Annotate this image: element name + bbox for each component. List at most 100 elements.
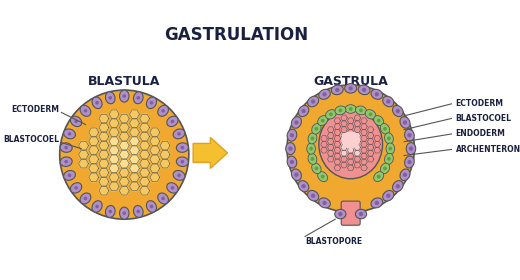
Polygon shape: [140, 178, 150, 186]
FancyArrow shape: [193, 137, 228, 168]
Polygon shape: [334, 130, 341, 135]
Ellipse shape: [70, 183, 82, 193]
Polygon shape: [129, 137, 139, 146]
Polygon shape: [361, 159, 367, 165]
Polygon shape: [334, 165, 341, 171]
Polygon shape: [79, 150, 88, 159]
Polygon shape: [89, 146, 99, 155]
Circle shape: [322, 92, 327, 97]
Circle shape: [407, 160, 412, 164]
Polygon shape: [334, 141, 341, 147]
Circle shape: [377, 175, 381, 179]
Polygon shape: [89, 137, 99, 146]
Circle shape: [294, 172, 298, 177]
Ellipse shape: [356, 209, 367, 219]
Circle shape: [383, 127, 387, 131]
Polygon shape: [129, 173, 139, 182]
Polygon shape: [140, 123, 150, 132]
Polygon shape: [140, 132, 150, 141]
Polygon shape: [354, 121, 360, 127]
Ellipse shape: [335, 209, 346, 219]
Circle shape: [95, 101, 99, 105]
Ellipse shape: [358, 85, 370, 95]
Polygon shape: [150, 155, 160, 164]
Polygon shape: [361, 118, 367, 123]
Text: BLASTOCOEL: BLASTOCOEL: [456, 114, 512, 123]
Circle shape: [123, 211, 126, 215]
Polygon shape: [150, 146, 160, 155]
Polygon shape: [361, 136, 367, 141]
Circle shape: [315, 127, 318, 131]
Polygon shape: [334, 147, 341, 153]
Circle shape: [74, 186, 78, 190]
Ellipse shape: [384, 153, 393, 164]
Polygon shape: [129, 110, 139, 118]
Polygon shape: [361, 165, 367, 171]
Polygon shape: [160, 141, 170, 150]
Circle shape: [321, 175, 324, 179]
Ellipse shape: [80, 193, 91, 204]
Ellipse shape: [92, 201, 102, 212]
Circle shape: [161, 109, 165, 113]
Circle shape: [362, 88, 366, 92]
Polygon shape: [374, 136, 381, 141]
Circle shape: [95, 205, 99, 208]
Ellipse shape: [147, 201, 157, 212]
Polygon shape: [361, 124, 367, 129]
Polygon shape: [99, 123, 109, 132]
Ellipse shape: [371, 89, 383, 99]
Circle shape: [64, 160, 68, 164]
Ellipse shape: [134, 92, 143, 104]
Polygon shape: [99, 168, 109, 177]
Polygon shape: [354, 162, 360, 168]
Polygon shape: [119, 168, 129, 177]
Circle shape: [403, 172, 407, 177]
Ellipse shape: [365, 110, 376, 119]
Polygon shape: [321, 147, 327, 153]
Text: BLASTOPORE: BLASTOPORE: [305, 237, 362, 246]
Polygon shape: [119, 132, 129, 141]
Polygon shape: [354, 139, 360, 144]
Polygon shape: [109, 119, 119, 127]
Ellipse shape: [319, 89, 330, 99]
Polygon shape: [109, 182, 119, 191]
Circle shape: [315, 167, 318, 170]
Circle shape: [171, 120, 174, 123]
Circle shape: [287, 85, 414, 212]
Polygon shape: [328, 127, 334, 132]
Ellipse shape: [173, 171, 185, 180]
Polygon shape: [99, 186, 109, 195]
Ellipse shape: [400, 117, 410, 128]
Ellipse shape: [298, 181, 309, 192]
Polygon shape: [368, 133, 374, 138]
Ellipse shape: [134, 206, 143, 218]
Circle shape: [339, 108, 342, 112]
Circle shape: [386, 99, 391, 104]
Ellipse shape: [384, 133, 393, 144]
Polygon shape: [321, 141, 327, 147]
Ellipse shape: [158, 105, 168, 116]
Polygon shape: [341, 150, 347, 156]
Ellipse shape: [287, 129, 297, 141]
Polygon shape: [150, 164, 160, 172]
Circle shape: [359, 212, 363, 216]
Polygon shape: [361, 147, 367, 153]
Ellipse shape: [400, 169, 410, 181]
Ellipse shape: [406, 143, 415, 155]
Ellipse shape: [386, 143, 395, 154]
Polygon shape: [347, 118, 354, 123]
Text: ECTODERM: ECTODERM: [456, 99, 504, 108]
Circle shape: [310, 136, 314, 140]
Text: GASTRULA: GASTRULA: [314, 75, 388, 88]
Polygon shape: [109, 155, 119, 164]
Ellipse shape: [106, 206, 115, 218]
Circle shape: [302, 184, 306, 188]
Ellipse shape: [120, 207, 129, 219]
Ellipse shape: [318, 172, 328, 182]
Polygon shape: [119, 186, 129, 195]
Ellipse shape: [63, 129, 75, 139]
Circle shape: [321, 119, 324, 123]
Ellipse shape: [60, 157, 72, 166]
Polygon shape: [341, 144, 347, 150]
Ellipse shape: [80, 105, 91, 116]
